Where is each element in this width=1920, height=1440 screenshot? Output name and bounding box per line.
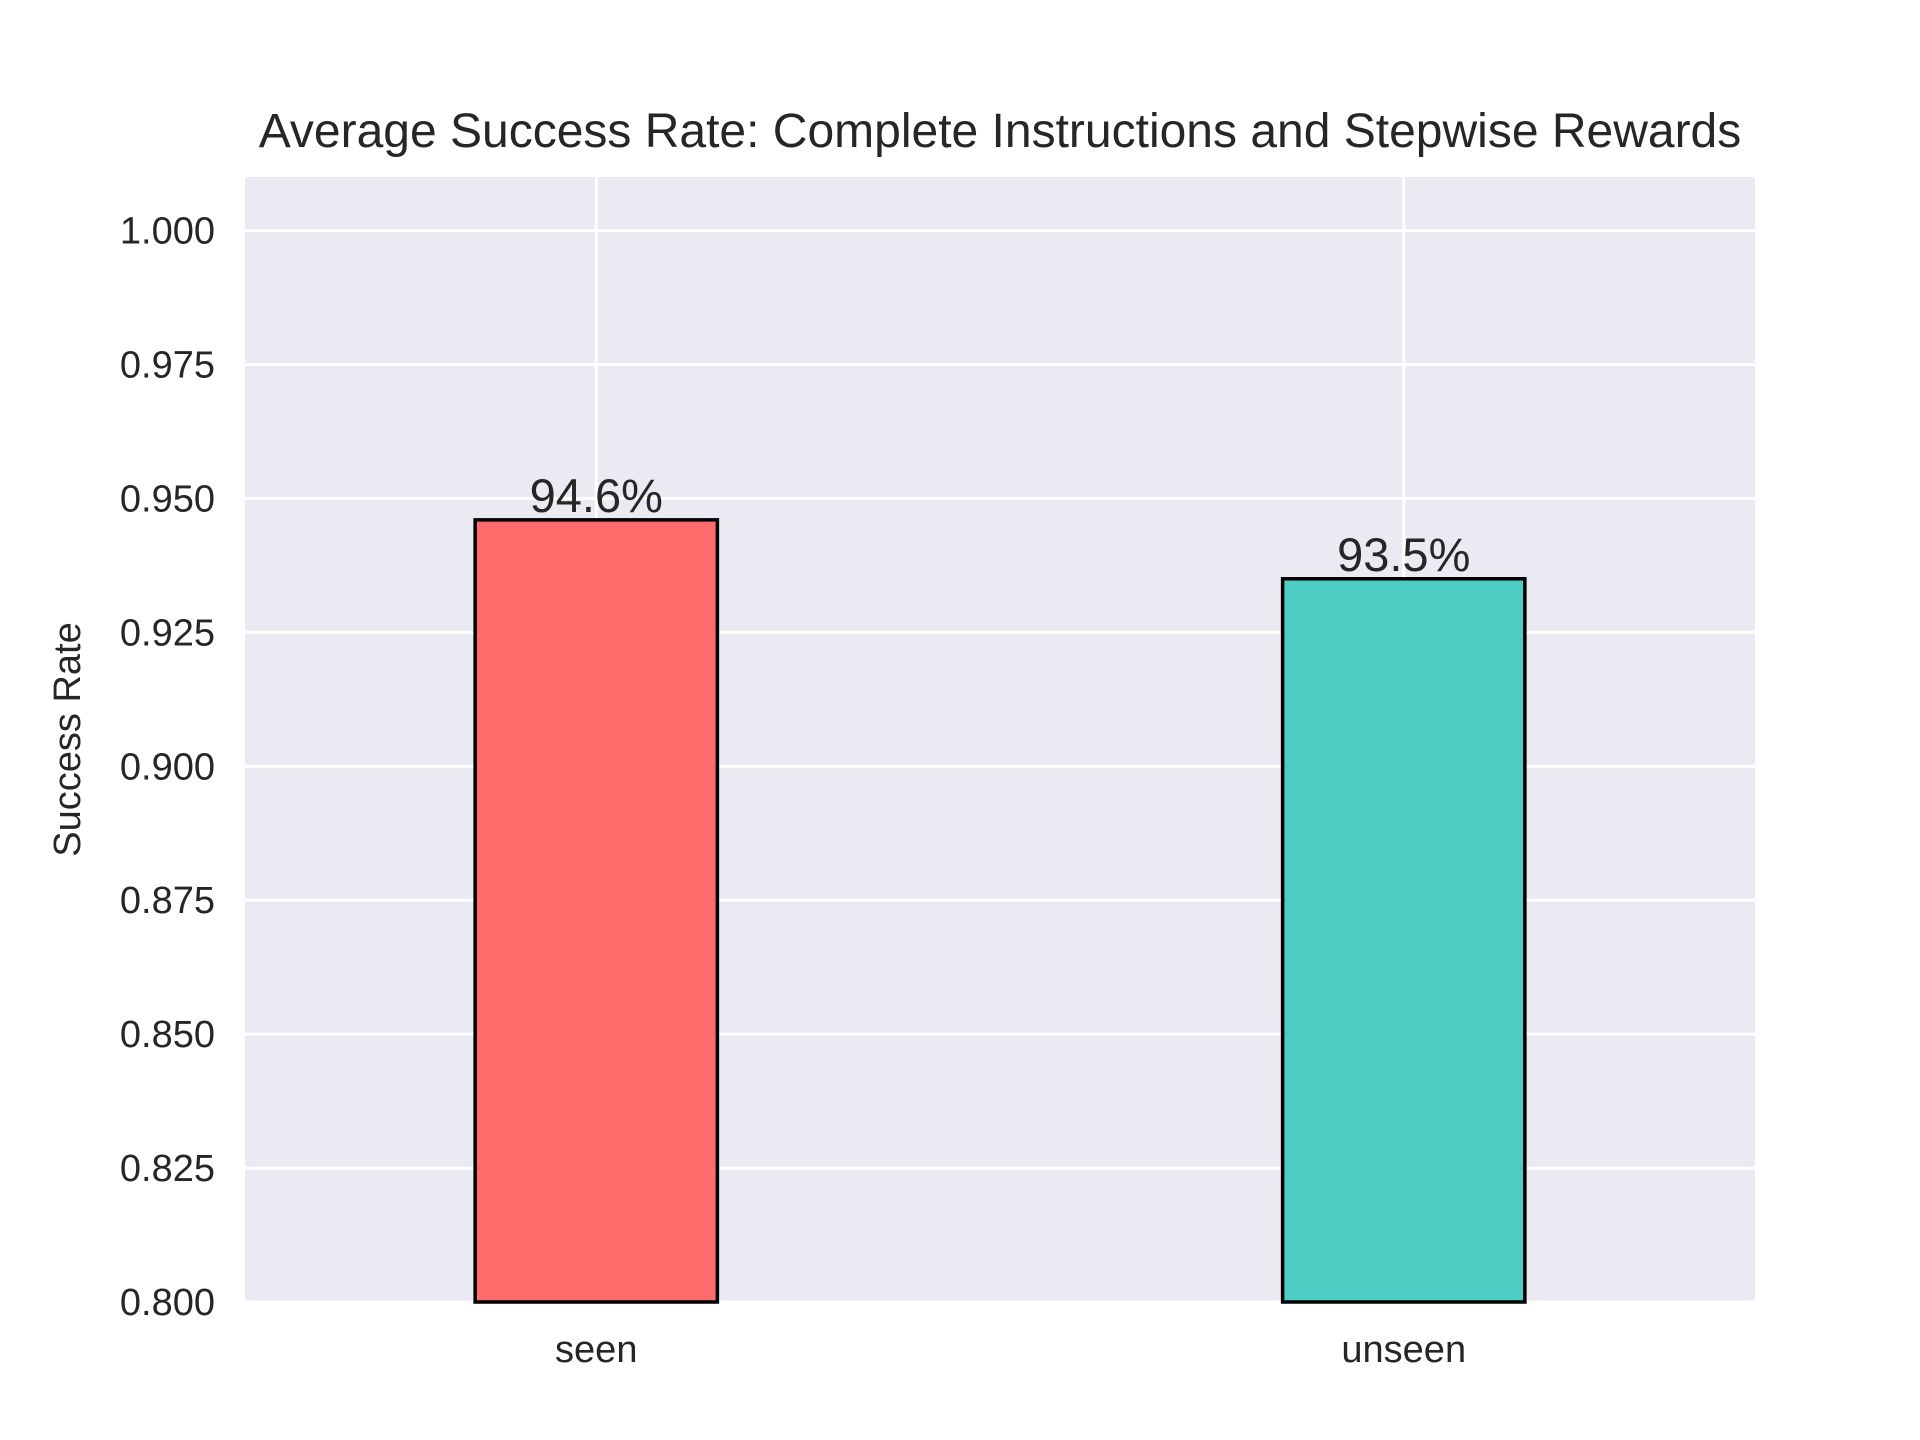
x-tick-label: unseen	[1341, 1329, 1466, 1371]
y-tick-label: 0.825	[120, 1148, 215, 1190]
data-labels: 94.6% 93.5%	[530, 469, 1471, 581]
y-tick-label: 0.950	[120, 478, 215, 520]
y-tick-label: 0.975	[120, 345, 215, 387]
data-label-seen: 94.6%	[530, 469, 663, 522]
y-tick-label: 1.000	[120, 211, 215, 253]
bars	[473, 518, 1527, 1304]
plot-area	[245, 177, 1755, 1302]
y-tick-label: 0.850	[120, 1014, 215, 1056]
y-axis-label: Success Rate	[47, 622, 89, 856]
x-tick-labels: seen unseen	[555, 1329, 1466, 1371]
bar-unseen	[1280, 577, 1527, 1304]
x-tick-label: seen	[555, 1329, 637, 1371]
y-tick-label: 0.925	[120, 612, 215, 654]
y-tick-labels: 0.800 0.825 0.850 0.875 0.900 0.925 0.950 0.975…	[120, 211, 215, 1324]
y-tick-label: 0.900	[120, 746, 215, 788]
data-label-unseen: 93.5%	[1337, 528, 1470, 581]
y-tick-label: 0.800	[120, 1282, 215, 1324]
bar-seen	[473, 518, 720, 1304]
y-tick-label: 0.875	[120, 880, 215, 922]
chart-title: Average Success Rate: Complete Instructi…	[259, 105, 1742, 158]
